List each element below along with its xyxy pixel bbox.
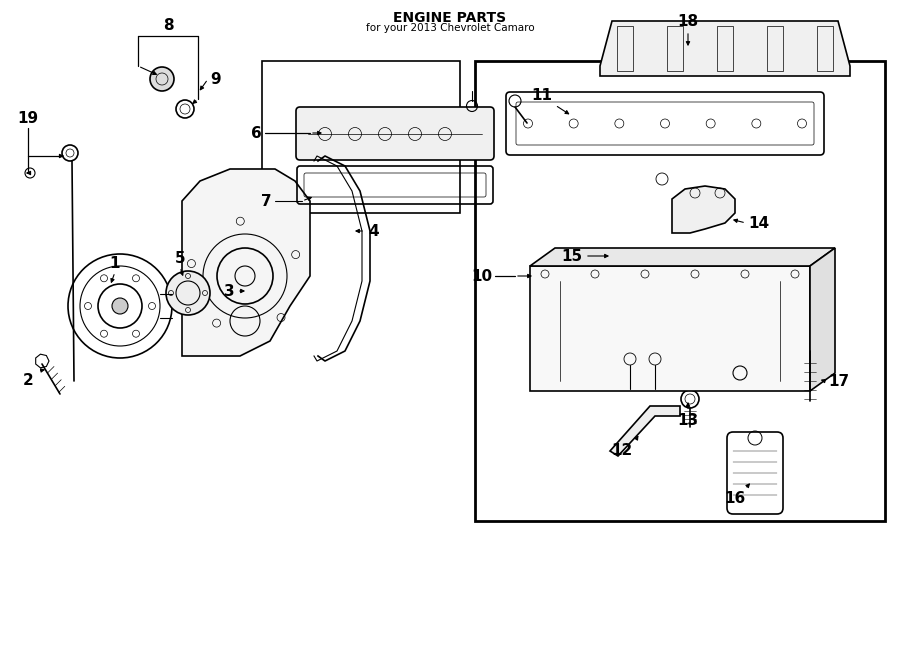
Text: 4: 4: [368, 223, 379, 239]
Text: 16: 16: [724, 491, 745, 506]
Circle shape: [112, 298, 128, 314]
Bar: [767, 26, 783, 71]
Bar: [475, 61, 885, 521]
Polygon shape: [600, 21, 850, 76]
Text: 15: 15: [561, 249, 582, 264]
Text: 12: 12: [611, 443, 633, 458]
Text: 19: 19: [17, 111, 39, 126]
Text: 18: 18: [678, 14, 698, 29]
Text: 10: 10: [471, 268, 492, 284]
Bar: [262, 61, 460, 213]
Text: 13: 13: [678, 413, 698, 428]
Text: 8: 8: [163, 18, 174, 33]
Text: 1: 1: [110, 256, 121, 271]
Text: 11: 11: [532, 88, 553, 103]
Bar: [617, 26, 633, 71]
Bar: [717, 26, 733, 71]
Polygon shape: [810, 248, 835, 391]
Bar: [530, 266, 810, 391]
Text: 2: 2: [22, 373, 33, 388]
Text: for your 2013 Chevrolet Camaro: for your 2013 Chevrolet Camaro: [365, 23, 535, 33]
Bar: [817, 26, 833, 71]
Text: 7: 7: [261, 194, 272, 208]
Polygon shape: [530, 248, 835, 266]
Polygon shape: [672, 186, 735, 233]
Text: 6: 6: [251, 126, 262, 141]
Circle shape: [150, 67, 174, 91]
Bar: [667, 26, 683, 71]
Polygon shape: [182, 169, 310, 356]
Text: ENGINE PARTS: ENGINE PARTS: [393, 11, 507, 25]
Text: 5: 5: [175, 251, 185, 266]
Text: 3: 3: [224, 284, 235, 299]
Polygon shape: [610, 406, 680, 456]
Circle shape: [166, 271, 210, 315]
FancyBboxPatch shape: [296, 107, 494, 160]
Text: 14: 14: [748, 215, 770, 231]
Text: 17: 17: [828, 373, 849, 389]
Text: 9: 9: [210, 71, 220, 87]
